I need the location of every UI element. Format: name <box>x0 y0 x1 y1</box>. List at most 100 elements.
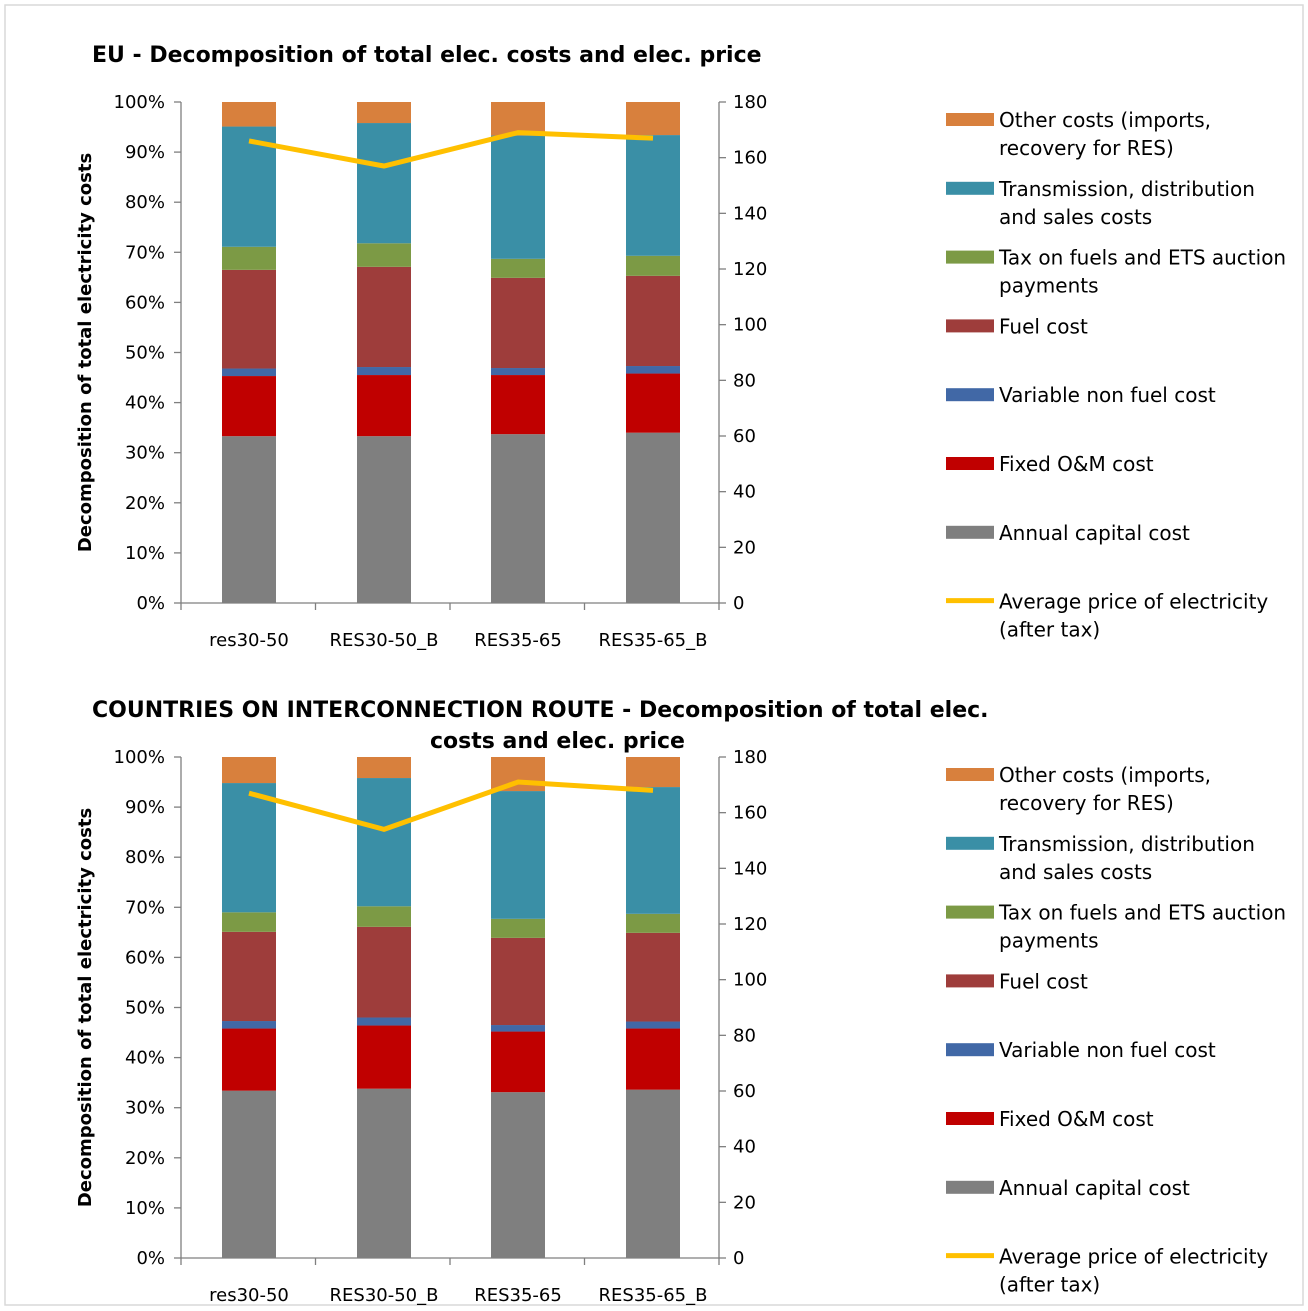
y-tick-label: 30% <box>125 443 165 464</box>
bar-other-costs-imports-recovery-for-res-res30-50-b <box>357 757 411 779</box>
legend-item-other-costs-imports-recovery-for-res: Other costs (imports, recovery for RES) <box>946 763 1211 815</box>
legend-label: Average price of electricity <box>999 1245 1268 1269</box>
legend-label: Transmission, distribution <box>998 177 1255 201</box>
x-tick-label: RES35-65_B <box>599 630 708 651</box>
y2-tick-label: 20 <box>733 537 756 558</box>
bar-other-costs-imports-recovery-for-res-res35-65-b <box>626 102 680 136</box>
legend-swatch <box>946 388 994 402</box>
bar-variable-non-fuel-cost-res35-65-b <box>626 1021 680 1029</box>
legend-label: Other costs (imports, <box>999 763 1211 787</box>
legend-swatch <box>946 457 994 470</box>
legend-swatch <box>946 181 994 195</box>
legend-swatch <box>946 319 994 333</box>
bar-fuel-cost-res35-65-b <box>626 275 680 367</box>
y-tick-label: 70% <box>125 242 165 263</box>
y-tick-label: 100% <box>114 92 165 113</box>
legend-label: and sales costs <box>999 860 1152 884</box>
legend-label: recovery for RES) <box>999 136 1174 160</box>
bar-annual-capital-cost-res35-65-b <box>626 432 680 603</box>
y-tick-label: 10% <box>125 543 165 564</box>
y-tick-label: 70% <box>125 897 165 918</box>
bar-fuel-cost-res30-50-b <box>357 926 411 1018</box>
y-tick-label: 10% <box>125 1198 165 1219</box>
legend-label: (after tax) <box>999 618 1100 642</box>
x-tick-label: RES30-50_B <box>330 630 439 651</box>
y2-tick-label: 180 <box>733 92 767 113</box>
bar-transmission-distribution-and-sales-costs-res30-50-b <box>357 778 411 907</box>
y2-tick-label: 180 <box>733 747 767 768</box>
legend-swatch <box>946 1180 994 1194</box>
bar-other-costs-imports-recovery-for-res-res35-65 <box>491 757 545 792</box>
x-tick-label: RES35-65 <box>474 630 562 651</box>
legend-item-other-costs-imports-recovery-for-res: Other costs (imports, recovery for RES) <box>946 108 1211 160</box>
legend-item-fixed-o-m-cost: Fixed O&M cost <box>946 1107 1154 1131</box>
bar-tax-on-fuels-and-ets-auction-payments-res30-50 <box>222 246 276 270</box>
y-tick-label: 60% <box>125 947 165 968</box>
legend-item-fuel-cost: Fuel cost <box>946 969 1088 993</box>
legend-label: Annual capital cost <box>999 1176 1190 1200</box>
y-tick-label: 20% <box>125 1148 165 1169</box>
y-tick-label: 50% <box>125 343 165 364</box>
y2-tick-label: 20 <box>733 1192 756 1213</box>
bar-variable-non-fuel-cost-res35-65 <box>491 368 545 376</box>
bar-transmission-distribution-and-sales-costs-res30-50 <box>222 783 276 913</box>
y2-tick-label: 80 <box>733 1025 756 1046</box>
bar-other-costs-imports-recovery-for-res-res30-50 <box>222 757 276 784</box>
bar-variable-non-fuel-cost-res35-65-b <box>626 366 680 374</box>
y2-tick-label: 40 <box>733 482 756 503</box>
bar-annual-capital-cost-res30-50 <box>222 1090 276 1258</box>
y2-tick-label: 80 <box>733 370 756 391</box>
y-axis-title: Decomposition of total electricity costs <box>75 153 96 552</box>
bar-fixed-o-m-cost-res30-50-b <box>357 1025 411 1089</box>
bar-tax-on-fuels-and-ets-auction-payments-res35-65-b <box>626 913 680 933</box>
bar-transmission-distribution-and-sales-costs-res35-65 <box>491 135 545 259</box>
y2-tick-label: 160 <box>733 148 767 169</box>
bar-transmission-distribution-and-sales-costs-res35-65 <box>491 791 545 919</box>
bar-tax-on-fuels-and-ets-auction-payments-res35-65 <box>491 918 545 938</box>
legend-label: recovery for RES) <box>999 791 1174 815</box>
x-tick-label: RES30-50_B <box>330 1285 439 1306</box>
legend-label: Fuel cost <box>999 969 1088 993</box>
legend-swatch <box>946 1112 994 1125</box>
price-line <box>248 130 654 169</box>
bar-tax-on-fuels-and-ets-auction-payments-res30-50-b <box>357 906 411 927</box>
y-tick-label: 0% <box>136 593 165 614</box>
bar-fuel-cost-res30-50 <box>222 931 276 1022</box>
legend-item-annual-capital-cost: Annual capital cost <box>946 521 1190 545</box>
bar-annual-capital-cost-res35-65 <box>491 434 545 603</box>
legend-item-variable-non-fuel-cost: Variable non fuel cost <box>946 383 1216 407</box>
y2-tick-label: 160 <box>733 803 767 824</box>
legend-swatch <box>946 250 994 264</box>
y-tick-label: 90% <box>125 142 165 163</box>
legend-label: (after tax) <box>999 1273 1100 1297</box>
bar-variable-non-fuel-cost-res30-50-b <box>357 1017 411 1026</box>
y2-tick-label: 0 <box>733 1248 744 1269</box>
legend-item-transmission-distribution-and-sales-costs: Transmission, distribution and sales cost… <box>946 832 1255 884</box>
legend-swatch <box>946 836 994 850</box>
y-tick-label: 50% <box>125 998 165 1019</box>
bar-fixed-o-m-cost-res35-65 <box>491 375 545 435</box>
legend-label: Transmission, distribution <box>998 832 1255 856</box>
y2-tick-label: 60 <box>733 426 756 447</box>
bar-variable-non-fuel-cost-res35-65 <box>491 1025 545 1032</box>
legend-item-variable-non-fuel-cost: Variable non fuel cost <box>946 1038 1216 1062</box>
chart-title: costs and elec. price <box>430 729 685 754</box>
y2-tick-label: 120 <box>733 914 767 935</box>
y-tick-label: 30% <box>125 1098 165 1119</box>
legend-item-tax-on-fuels-and-ets-auction-payments: Tax on fuels and ETS auction payments <box>946 246 1286 298</box>
legend-label: payments <box>999 274 1099 298</box>
bar-fuel-cost-res35-65 <box>491 277 545 369</box>
y-tick-label: 80% <box>125 192 165 213</box>
chart-eu: EU - Decomposition of total elec. costs … <box>75 43 1286 651</box>
y2-tick-label: 100 <box>733 315 767 336</box>
legend-label: Variable non fuel cost <box>999 1038 1216 1062</box>
x-tick-label: RES35-65_B <box>599 1285 708 1306</box>
bar-other-costs-imports-recovery-for-res-res35-65 <box>491 102 545 136</box>
y-tick-label: 20% <box>125 493 165 514</box>
x-tick-label: res30-50 <box>209 1285 289 1306</box>
y2-tick-label: 60 <box>733 1081 756 1102</box>
legend-label: and sales costs <box>999 205 1152 229</box>
chart-interconnection-route: COUNTRIES ON INTERCONNECTION ROUTE - Dec… <box>75 698 1286 1306</box>
